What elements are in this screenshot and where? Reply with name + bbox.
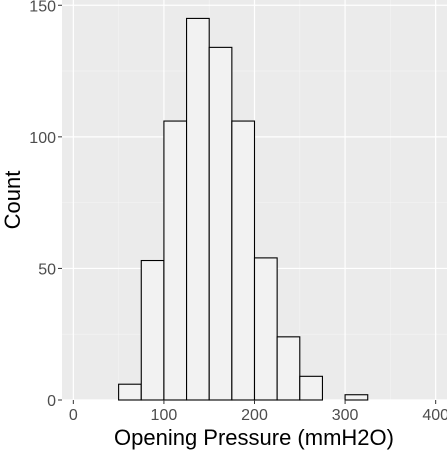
x-tick-label: 200 (241, 407, 268, 424)
histogram-bar (186, 17, 210, 401)
histogram-bar (253, 257, 278, 401)
histogram-bar (276, 336, 301, 401)
histogram-bar (140, 259, 165, 401)
y-tick-label: 0 (47, 393, 56, 410)
x-tick-label: 300 (332, 407, 359, 424)
histogram-bar (208, 46, 233, 401)
y-tick-label: 50 (38, 261, 56, 278)
histogram-bars (118, 17, 369, 401)
y-axis-ticks: 0 50 100 150 (29, 0, 62, 410)
histogram-bar (299, 375, 323, 401)
histogram-bar (344, 394, 369, 401)
histogram-bar (118, 383, 142, 401)
x-axis-title: Opening Pressure (mmH2O) (114, 425, 394, 450)
x-tick-label: 100 (151, 407, 178, 424)
x-tick-label: 400 (422, 407, 447, 424)
histogram-bar (231, 120, 256, 401)
y-axis-title: Count (0, 171, 25, 230)
x-tick-label: 0 (69, 407, 78, 424)
histogram-bar (163, 120, 188, 401)
y-tick-label: 100 (29, 130, 56, 147)
y-tick-label: 150 (29, 0, 56, 15)
x-axis-ticks: 0 100 200 300 400 (69, 400, 447, 424)
